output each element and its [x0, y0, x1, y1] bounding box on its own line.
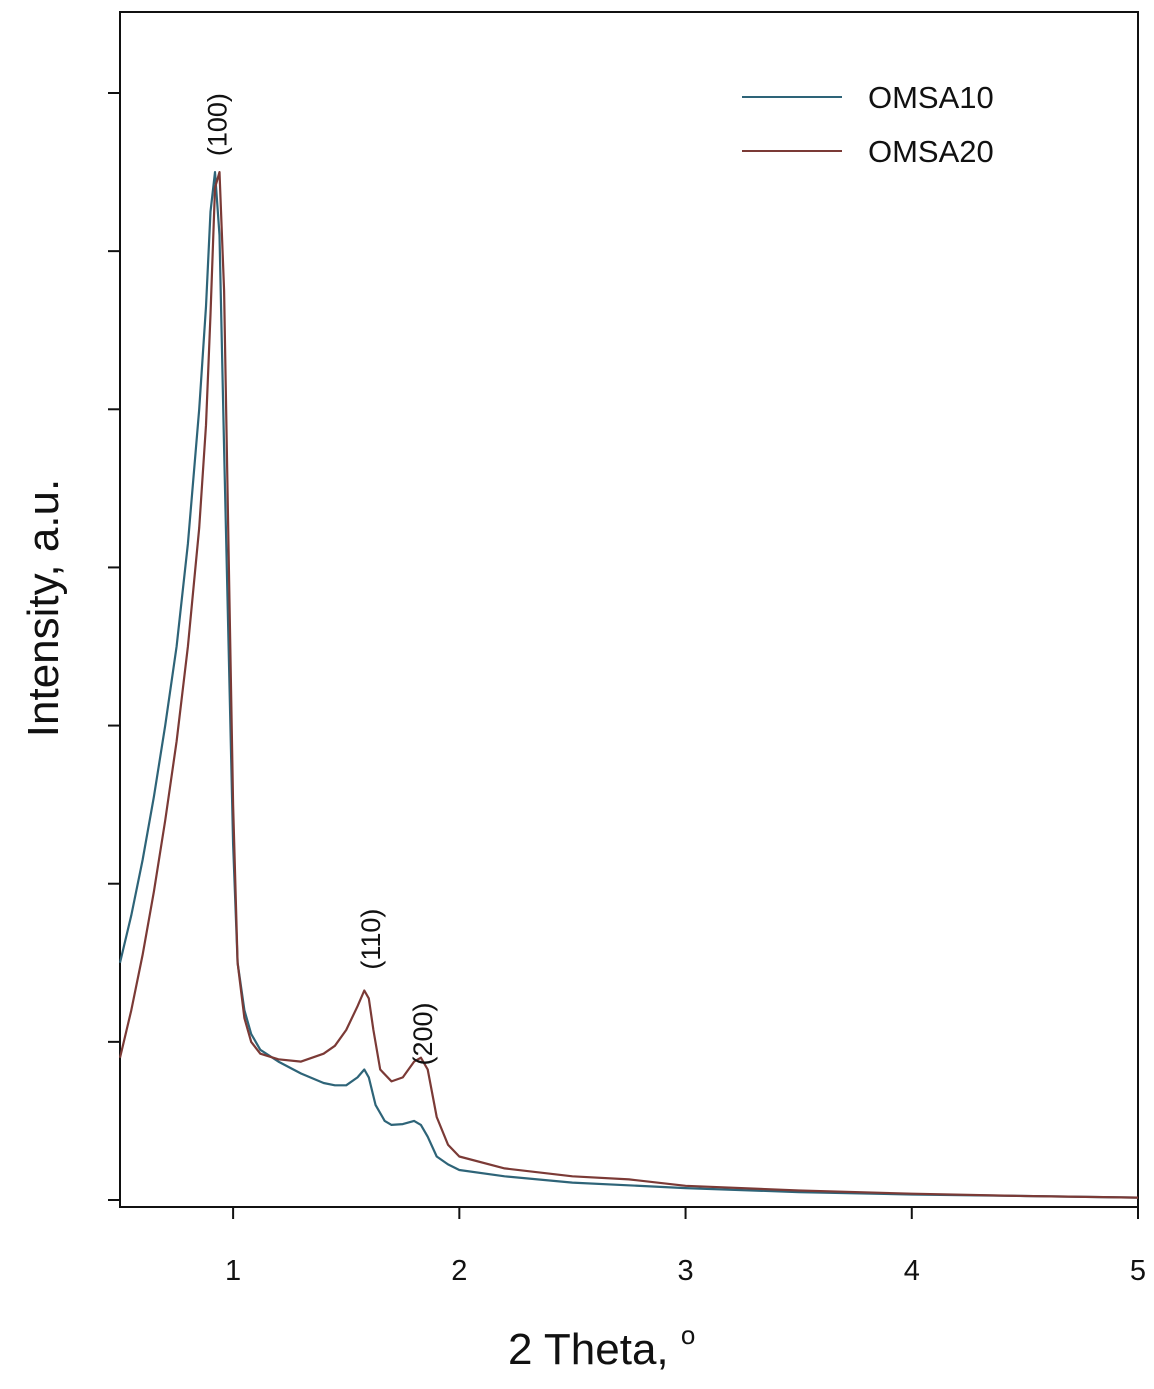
x-axis-ticks — [232, 1207, 1139, 1219]
x-tick-label-0: 1 — [225, 1255, 241, 1287]
peak-label-0: (100) — [202, 93, 232, 156]
y-axis-title: Intensity, a.u. — [19, 479, 68, 737]
x-tick-label-1: 2 — [451, 1255, 467, 1287]
peak-annotations: (100) (110) (200) — [202, 93, 438, 1065]
x-axis-title-text: 2 Theta, — [508, 1325, 681, 1374]
x-axis-tick-labels: 1 2 3 4 5 — [225, 1255, 1146, 1287]
series-line-omsa20 — [118, 171, 1139, 1199]
series-layer — [118, 171, 1139, 1199]
x-tick-label-2: 3 — [677, 1255, 693, 1287]
series-line-omsa10 — [118, 171, 1139, 1199]
legend-label-omsa20: OMSA20 — [868, 134, 994, 169]
peak-label-2: (200) — [408, 1002, 438, 1065]
x-tick-label-4: 5 — [1130, 1255, 1146, 1287]
plot-area — [119, 11, 1139, 1208]
peak-label-1: (110) — [356, 909, 386, 970]
legend: OMSA10 OMSA20 — [742, 80, 994, 169]
x-axis-title-degree: o — [681, 1320, 695, 1350]
x-tick-label-3: 4 — [904, 1255, 920, 1287]
y-axis-ticks — [108, 92, 120, 1201]
legend-label-omsa10: OMSA10 — [868, 80, 994, 115]
plot-frame — [119, 11, 1139, 1208]
x-axis-title: 2 Theta, o — [508, 1320, 695, 1374]
